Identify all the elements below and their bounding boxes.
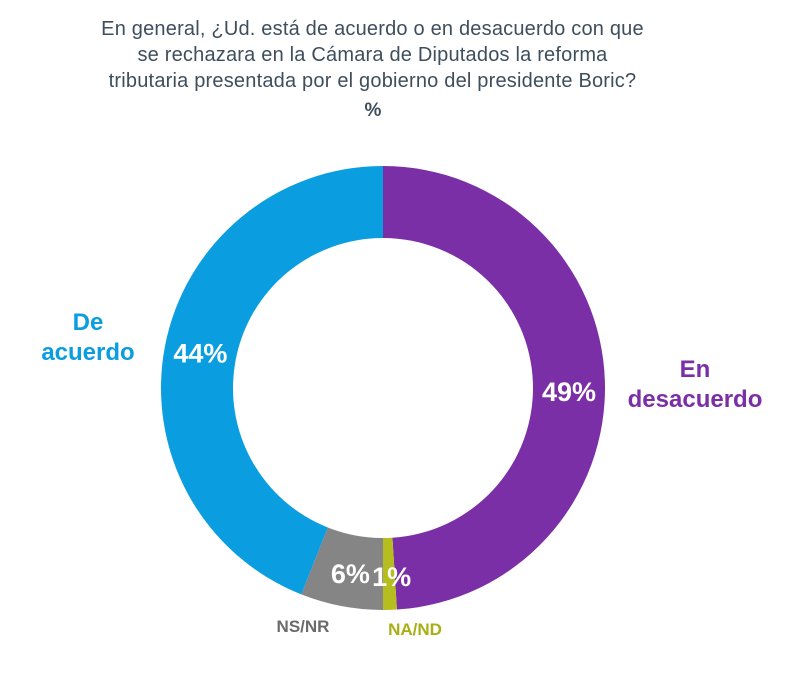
label-de-acuerdo-line-1: De bbox=[72, 309, 104, 336]
label-en-desacuerdo-line-1: En bbox=[679, 356, 711, 383]
slice-de-acuerdo bbox=[160, 166, 383, 595]
label-ns-nr-text: NS/NR bbox=[276, 617, 330, 636]
chart-title-line-1: En general, ¿Ud. está de acuerdo o en de… bbox=[101, 18, 644, 40]
label-en-desacuerdo-line-2: desacuerdo bbox=[627, 386, 763, 413]
value-label-en-desacuerdo: 49% bbox=[542, 377, 596, 407]
slice-en-desacuerdo bbox=[383, 166, 605, 610]
slice-ns-nr bbox=[301, 527, 383, 610]
chart-unit: % bbox=[364, 100, 382, 121]
chart-title-line-3: tributaria presentada por el gobierno de… bbox=[108, 70, 637, 92]
slice-na-nd bbox=[383, 537, 397, 610]
value-label-de-acuerdo: 44% bbox=[173, 339, 227, 369]
value-label-na-nd: 1% bbox=[372, 562, 411, 592]
chart-title-line-2: se rechazara en la Cámara de Diputados l… bbox=[137, 44, 608, 66]
label-na-nd-text: NA/ND bbox=[388, 620, 442, 639]
label-en-desacuerdo: En desacuerdo bbox=[605, 355, 785, 415]
label-de-acuerdo: De acuerdo bbox=[18, 308, 158, 368]
label-de-acuerdo-line-2: acuerdo bbox=[41, 339, 135, 366]
label-ns-nr: NS/NR bbox=[258, 616, 348, 637]
label-na-nd: NA/ND bbox=[370, 619, 460, 640]
value-label-ns-nr: 6% bbox=[331, 559, 370, 589]
chart-title: En general, ¿Ud. está de acuerdo o en de… bbox=[0, 16, 745, 94]
